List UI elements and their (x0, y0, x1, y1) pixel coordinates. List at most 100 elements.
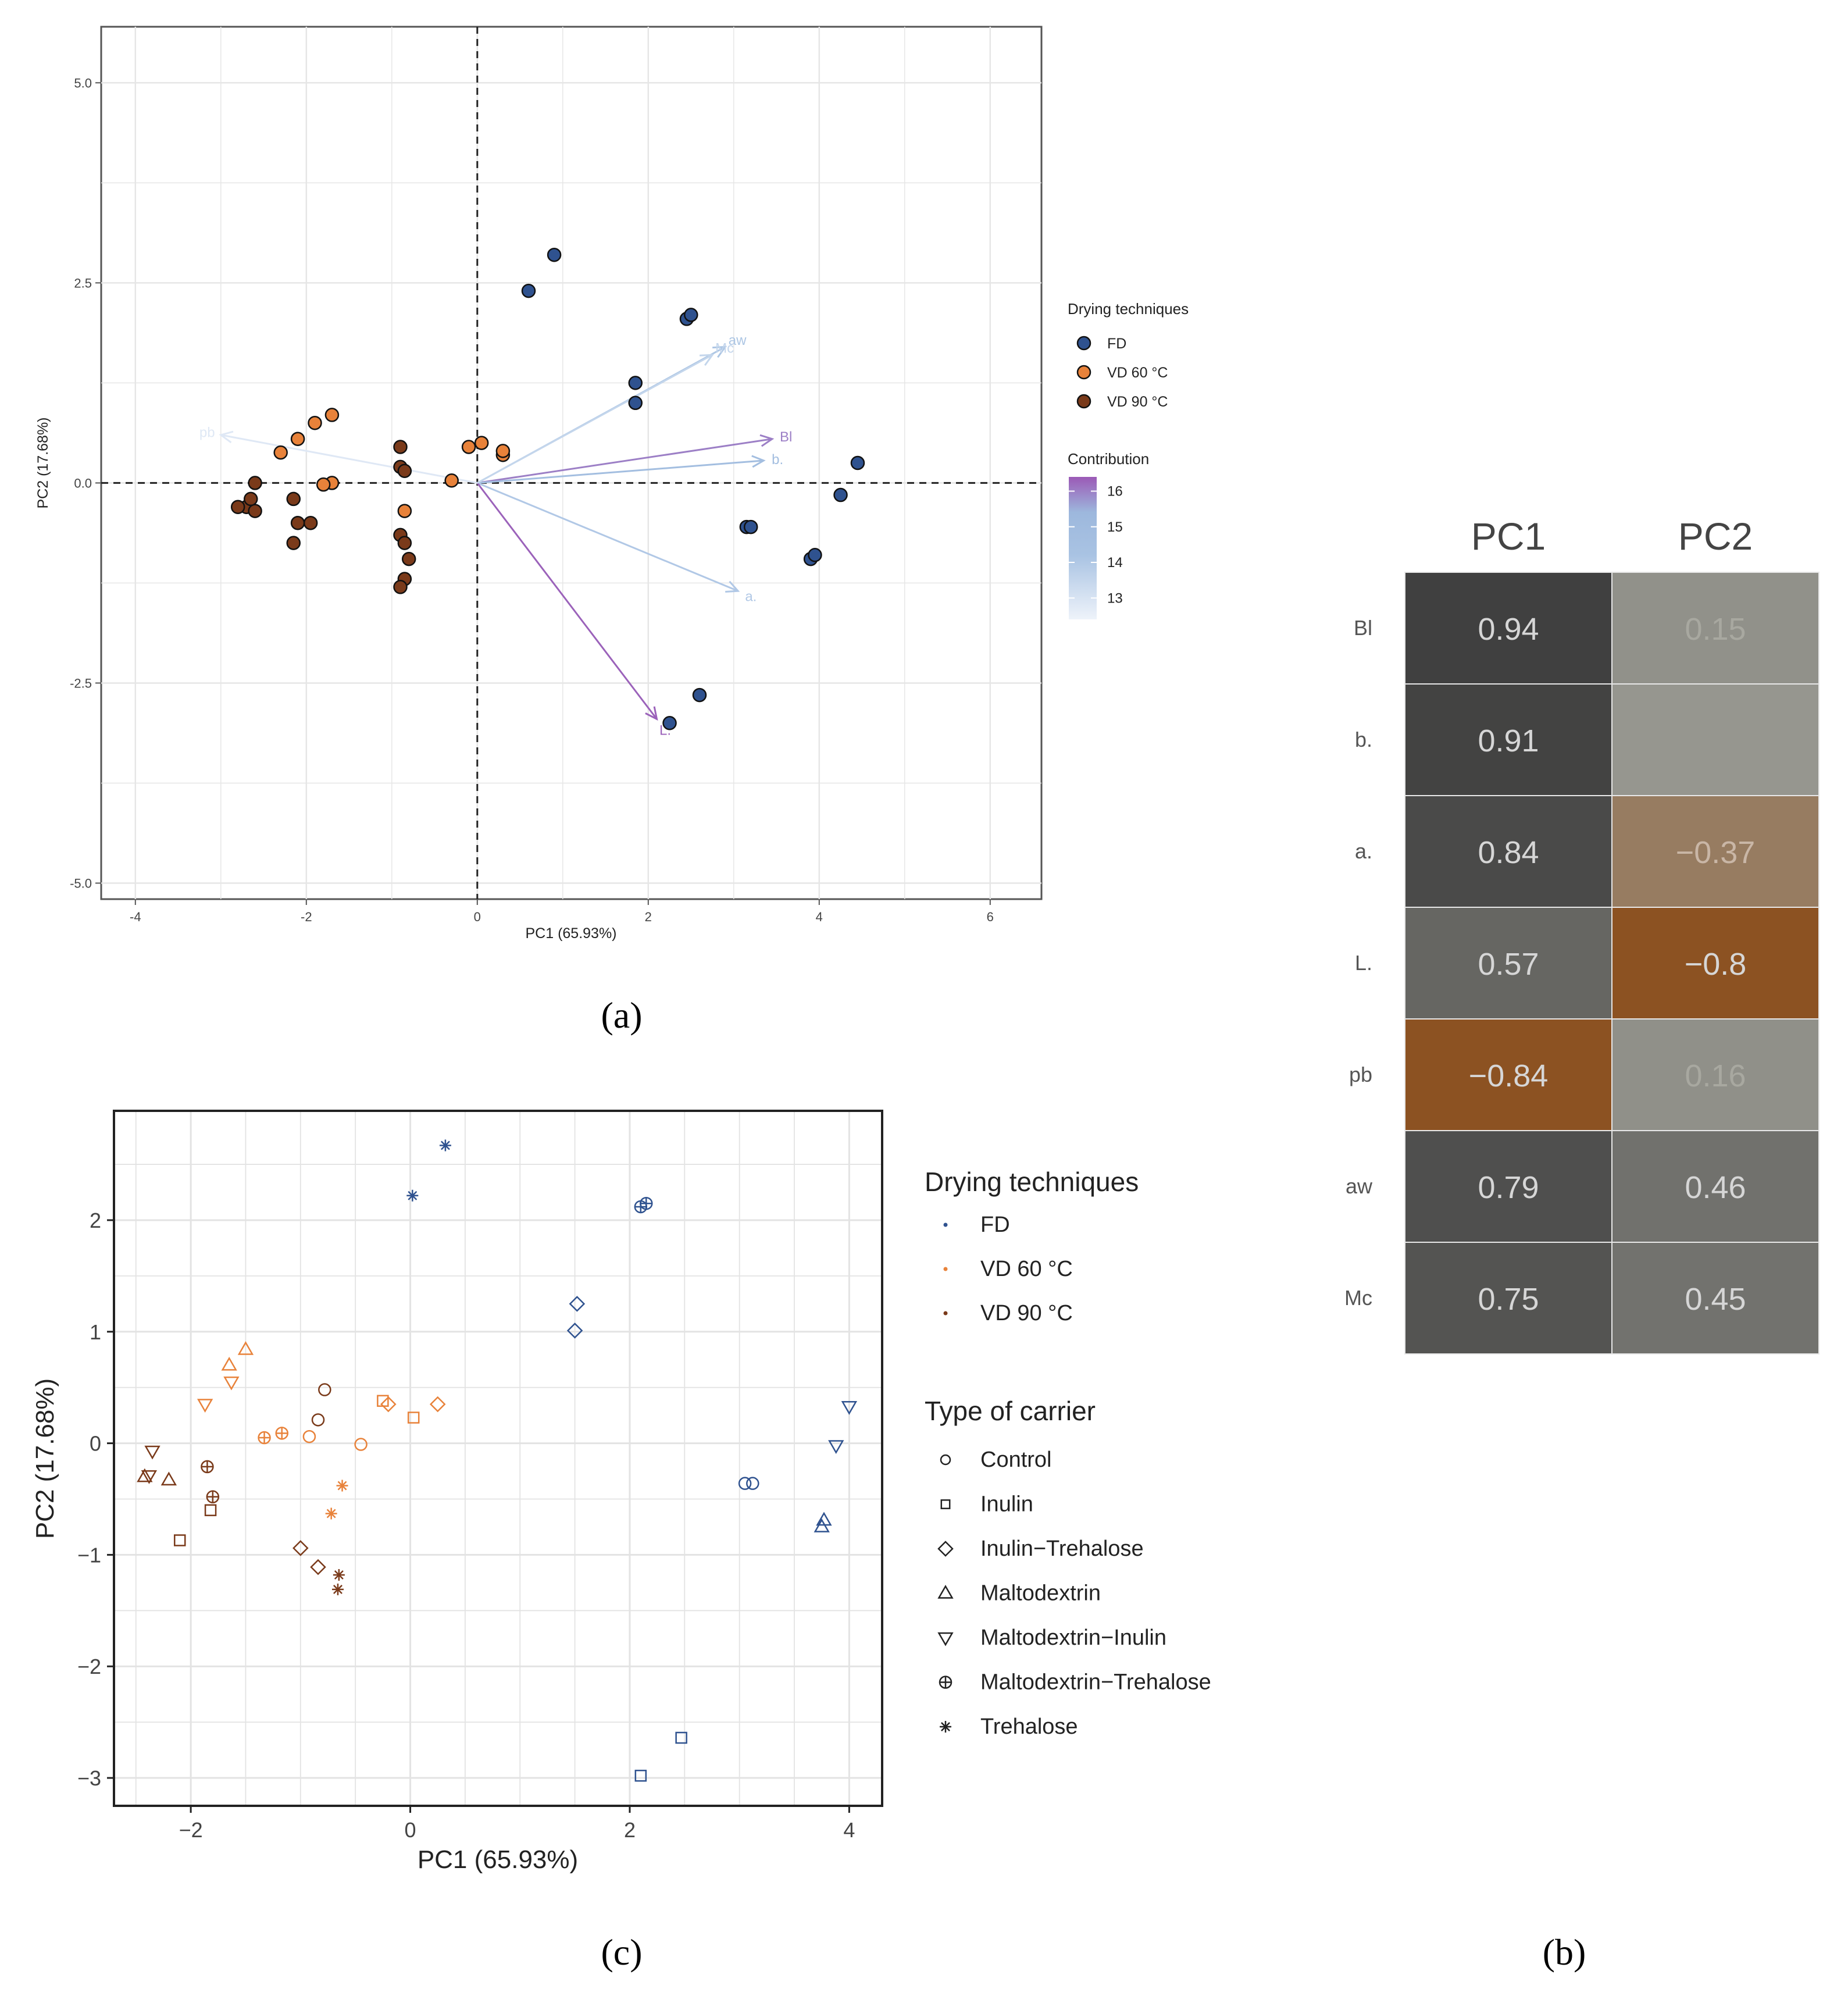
panel-a-loading-arrow-b. (477, 459, 764, 484)
panel-c-legend-carrier-key-triangle-down (937, 1632, 954, 1646)
panel-a-point-fd (692, 687, 707, 703)
panel-a-loading-arrow-pb (220, 434, 478, 484)
panel-c-legend-carrier-label: Control (980, 1448, 1052, 1472)
panel-a-point-fd (521, 283, 536, 298)
panel-c-point-fd-circle (746, 1477, 759, 1490)
panel-a-legend-title: Drying techniques (1068, 300, 1189, 318)
panel-c-legend-carrier-key-diamond (937, 1541, 954, 1557)
panel-a-colorbar-tick-label: 16 (1107, 484, 1123, 500)
panel-a-y-tick-label: 5.0 (74, 76, 92, 90)
panel-a-arrowhead-Mc (700, 354, 715, 366)
panel-c-legend-carrier-label: Trehalose (980, 1715, 1078, 1739)
panel-b-cell (1611, 795, 1820, 908)
panel-b-row-label: pb (1349, 1063, 1372, 1086)
panel-c-point-vd60-triangle-down (223, 1376, 240, 1391)
panel-c-legend-drying-key-vd90 (943, 1311, 948, 1316)
panel-c-point-vd60-asterisk-ray (326, 1509, 336, 1519)
panel-c-legend-carrier-label: Inulin−Trehalose (980, 1537, 1144, 1561)
panel-a-point-vd90 (397, 536, 412, 550)
panel-a-x-axis-label: PC1 (65.93%) (525, 925, 616, 942)
panel-a-point-fd (662, 715, 677, 730)
panel-c-legend-carrier-key-square (940, 1499, 951, 1509)
panel-a-x-tick-label: 6 (987, 910, 994, 924)
panel-b-cell-value: 0.15 (1685, 612, 1746, 647)
panel-a-plot-area (100, 26, 1043, 900)
panel-a-arrowhead-pb (219, 430, 234, 444)
panel-c-point-vd90-triangle (137, 1468, 153, 1482)
panel-b-row-label: Mc (1344, 1286, 1372, 1310)
panel-a-colorbar-tick-label: 14 (1107, 555, 1123, 571)
panel-c-point-vd60-diamond (429, 1396, 446, 1413)
panel-a-x-tick-label: 2 (645, 910, 652, 924)
panel-a-x-tick-label: -2 (301, 910, 312, 924)
panel-a-loading-label-a.: a. (745, 589, 757, 604)
panel-c-legend-carrier-label: Maltodextrin−Inulin (980, 1626, 1166, 1650)
panel-c-legend-carrier-key-circle (940, 1454, 951, 1466)
panel-c-plot-area (114, 1111, 882, 1806)
panel-c-label: (c) (601, 1931, 642, 1973)
panel-c-legend-drying-label-fd: FD (980, 1213, 1010, 1237)
panel-c-point-fd-diamond (569, 1296, 586, 1312)
panel-b-heatmap: 0.94 0.15 0.91 0.84 −0.37 0.57 −0.8 −0.84 0.16 0.… (1344, 515, 1820, 1973)
panel-c-y-tick-label: −1 (77, 1543, 101, 1567)
panel-a-point-vd60 (461, 440, 476, 454)
panel-c-legend-carrier-label: Maltodextrin (980, 1581, 1101, 1606)
panel-c-point-fd-triangle-down (828, 1440, 844, 1454)
panel-a-y-tick-label: 0.0 (74, 476, 92, 490)
panel-a-point-fd (628, 395, 643, 411)
panel-b-cell (1611, 683, 1820, 796)
panel-a-loading-arrow-Mc (477, 354, 713, 484)
panel-a-point-vd60 (290, 432, 305, 446)
panel-c-point-vd60-triangle (237, 1341, 254, 1355)
panel-c-x-axis-label: PC1 (65.93%) (418, 1845, 578, 1874)
panel-a-point-vd90 (248, 504, 262, 518)
panel-a-point-vd90 (397, 464, 412, 479)
panel-a-contribution-title: Contribution (1068, 450, 1149, 468)
panel-a-legend-key-fd (1076, 336, 1091, 351)
panel-a-x-tick-label: -4 (130, 910, 141, 924)
panel-c-point-vd90-square (204, 1504, 217, 1516)
panel-c-y-tick-label: 2 (90, 1209, 101, 1232)
panel-a-point-vd90 (286, 536, 301, 550)
panel-b-cell (1611, 572, 1820, 685)
panel-b-row-label: b. (1355, 728, 1372, 751)
panel-c-point-vd90-asterisk-ray (334, 1570, 344, 1580)
panel-c-x-tick-label: −2 (179, 1818, 203, 1842)
panel-a-point-fd (808, 548, 822, 562)
panel-c-point-vd90-diamond (310, 1559, 326, 1576)
panel-a-point-fd (547, 247, 562, 262)
panel-a-loading-arrow-Bl (477, 438, 773, 484)
panel-a-loading-arrow-a. (477, 482, 739, 592)
panel-c-x-tick-label: 0 (405, 1818, 416, 1842)
panel-c-point-fd-triangle (816, 1512, 832, 1526)
panel-a-legend-label-vd60: VD 60 °C (1107, 365, 1168, 381)
panel-c-legend-carrier-label: Maltodextrin−Trehalose (980, 1670, 1211, 1695)
panel-b-cell (1404, 907, 1612, 1020)
panel-b-cell (1404, 683, 1612, 796)
panel-b-cell (1611, 907, 1820, 1020)
panel-a-point-vd90 (303, 515, 318, 530)
panel-a-point-vd60 (444, 473, 459, 488)
panel-c-point-fd-triangle (814, 1518, 830, 1532)
panel-a-arrowhead-b. (751, 455, 766, 468)
panel-c-point-vd90-triangle (160, 1471, 177, 1486)
panel-a-arrowhead-aw (712, 345, 727, 358)
panel-b-cell (1611, 1242, 1820, 1355)
panel-b-cell-value: 0.46 (1685, 1170, 1746, 1205)
panel-a-legend-key-vd90 (1076, 394, 1091, 409)
panel-a-x-tick-label: 4 (816, 910, 823, 924)
panel-a-point-vd60 (495, 444, 511, 458)
panel-c-legend-drying-label-vd60: VD 60 °C (980, 1257, 1073, 1281)
panel-b-cell-value: 0.84 (1478, 835, 1539, 870)
panel-b-cell (1404, 572, 1612, 685)
panel-c-legend-carrier-item: Maltodextrin (937, 1581, 1101, 1606)
panel-c-point-fd-triangle-down (841, 1401, 858, 1415)
panel-a-point-fd (743, 519, 758, 534)
panel-b-cell-value: 0.91 (1478, 723, 1539, 758)
panel-c-legend-drying-key-fd (943, 1222, 948, 1227)
panel-a-label: (a) (601, 995, 642, 1036)
panel-a-point-vd60 (308, 415, 322, 430)
panel-a-point-fd (628, 376, 643, 390)
panel-a-y-tick-label: 2.5 (74, 276, 92, 290)
